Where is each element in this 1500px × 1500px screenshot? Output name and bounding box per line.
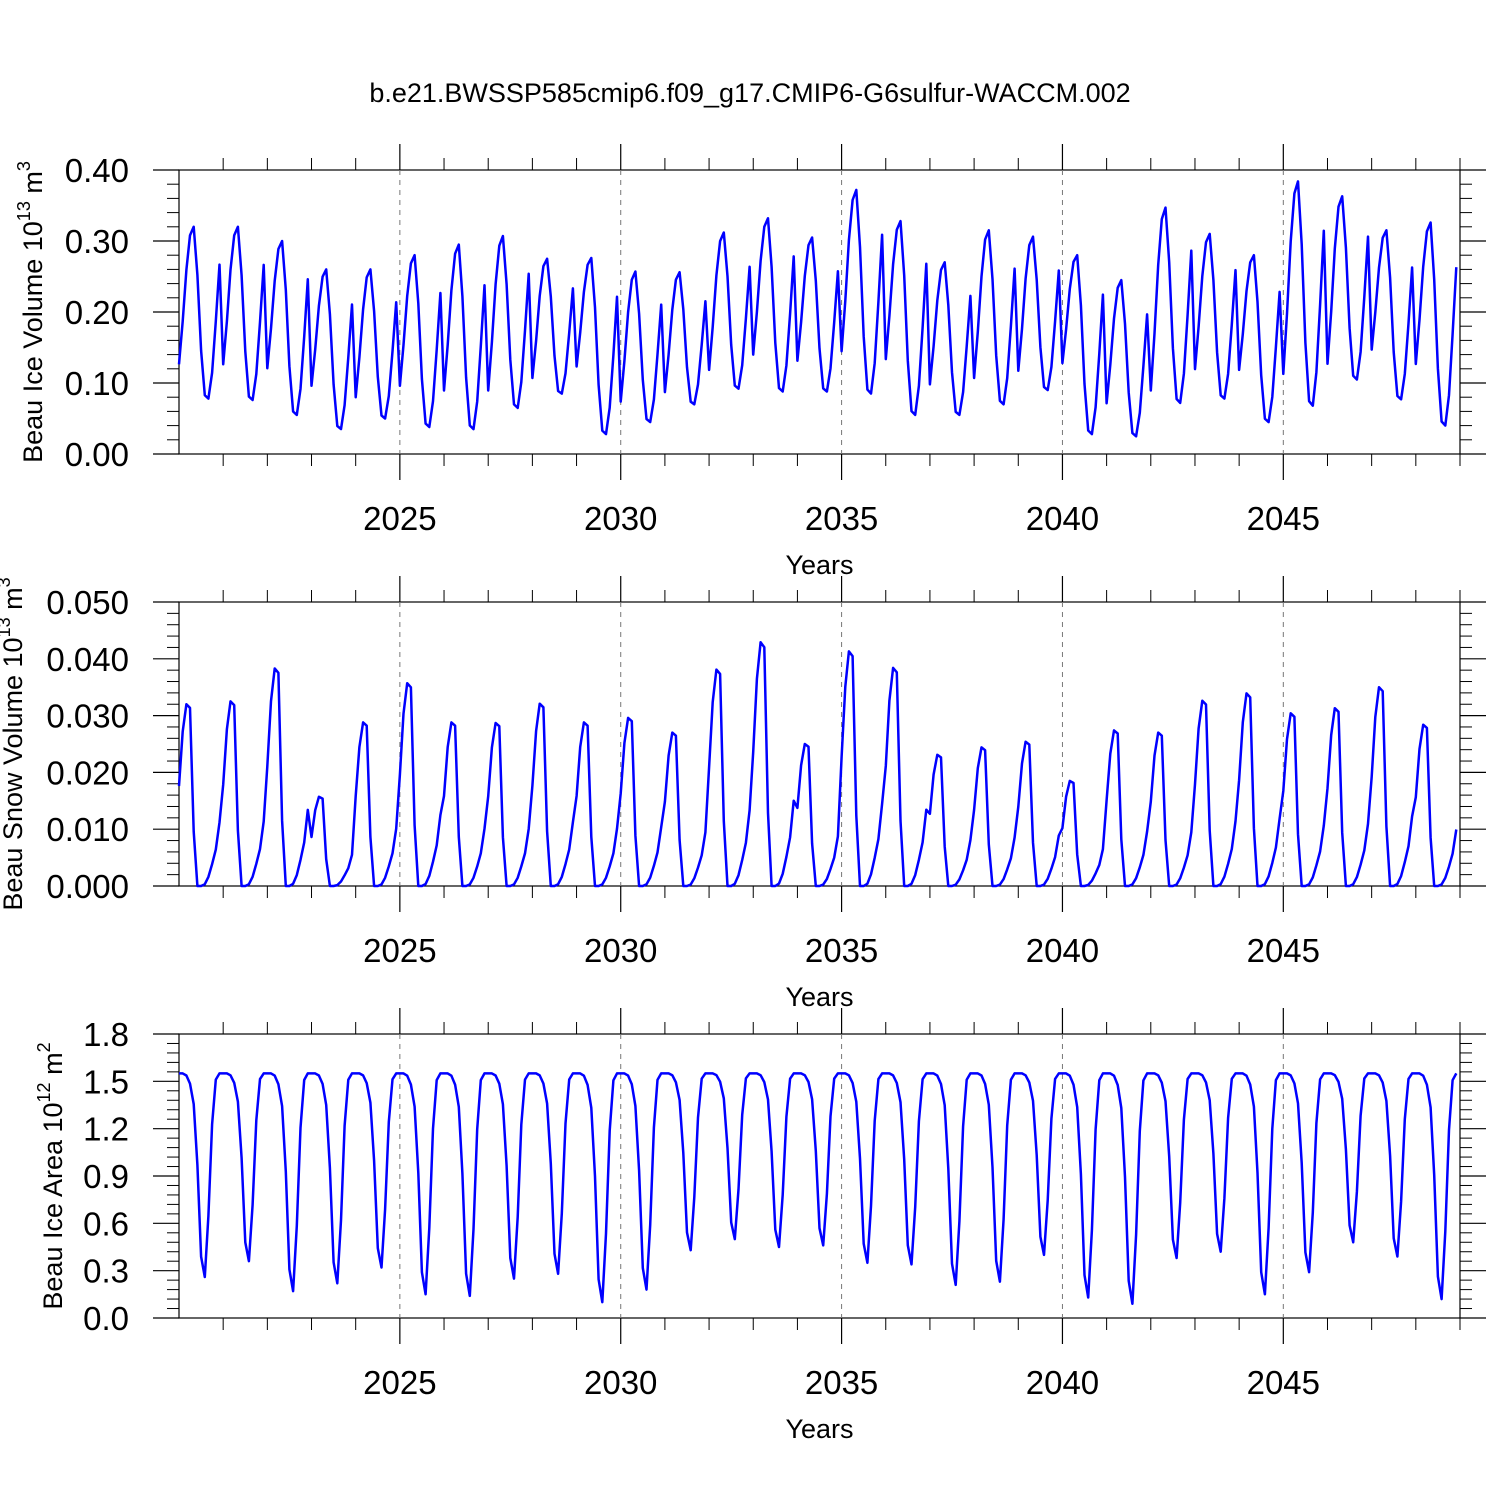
y-tick-label: 0.020: [46, 754, 129, 791]
y-tick-label: 0.00: [65, 436, 129, 473]
series-line: [177, 641, 1458, 888]
y-axis-title: Beau Ice Area 1012 m2: [34, 1042, 68, 1309]
y-axis-title-exp: 12: [34, 1082, 54, 1102]
y-axis-title-unit-exp: 3: [0, 577, 14, 587]
x-tick-label: 2025: [363, 1364, 436, 1401]
x-tick-label: 2025: [363, 500, 436, 537]
y-tick-label: 0.040: [46, 641, 129, 678]
y-axis-title-text: Beau Ice Volume 10: [18, 221, 48, 463]
y-tick-label: 0.050: [46, 584, 129, 621]
x-tick-label: 2040: [1026, 500, 1099, 537]
x-tick-label: 2035: [805, 1364, 878, 1401]
x-tick-label: 2045: [1247, 500, 1320, 537]
y-axis-title: Beau Ice Volume 1013 m3: [14, 161, 48, 463]
series-line: [177, 180, 1458, 438]
y-tick-label: 0.6: [83, 1205, 129, 1242]
x-tick-label: 2035: [805, 932, 878, 969]
y-axis-title-unit: m: [0, 587, 28, 617]
y-tick-label: 1.5: [83, 1063, 129, 1100]
x-tick-label: 2040: [1026, 1364, 1099, 1401]
x-tick-label: 2035: [805, 500, 878, 537]
y-axis-title-text: Beau Ice Area 10: [38, 1102, 68, 1309]
x-tick-label: 2045: [1247, 1364, 1320, 1401]
y-tick-label: 0.030: [46, 698, 129, 735]
x-tick-label: 2030: [584, 1364, 657, 1401]
y-axis-title-unit-exp: 3: [14, 161, 34, 171]
chart-panel-3: 2025 2030 2035 2040 2045 Years 0.0 0.3 0.6 0.9 1.2…: [34, 1008, 1486, 1444]
x-tick-label: 2040: [1026, 932, 1099, 969]
y-tick-label: 0.000: [46, 868, 129, 905]
y-axis-title-unit: m: [38, 1052, 68, 1082]
x-axis-title: Years: [785, 550, 853, 580]
chart-title: b.e21.BWSSP585cmip6.f09_g17.CMIP6-G6sulf…: [369, 78, 1131, 108]
y-axis-title-unit-exp: 2: [34, 1042, 54, 1052]
x-axis-title: Years: [785, 1414, 853, 1444]
y-tick-label: 1.8: [83, 1016, 129, 1053]
y-tick-label: 0.10: [65, 365, 129, 402]
x-axis-title: Years: [785, 982, 853, 1012]
x-tick-label: 2030: [584, 500, 657, 537]
plot-frame: [178, 1033, 1461, 1319]
y-tick-label: 1.2: [83, 1111, 129, 1148]
y-axis-title: Beau Snow Volume 1013 m3: [0, 577, 28, 910]
chart-panel-2: 2025 2030 2035 2040 2045 Years 0.000 0.010 0.020…: [0, 576, 1486, 1012]
y-tick-label: 0.0: [83, 1300, 129, 1337]
series-line: [179, 1072, 1458, 1306]
y-tick-label: 0.9: [83, 1158, 129, 1195]
y-tick-label: 0.40: [65, 152, 129, 189]
y-tick-label: 0.010: [46, 811, 129, 848]
y-axis-title-exp: 13: [14, 201, 34, 221]
x-tick-label: 2030: [584, 932, 657, 969]
y-axis-title-unit: m: [18, 171, 48, 201]
y-tick-label: 0.20: [65, 294, 129, 331]
y-axis-title-exp: 13: [0, 617, 14, 637]
chart-panel-1: 2025 2030 2035 2040 2045 Years 0.00 0.10 0.20 0.3…: [14, 144, 1486, 580]
x-tick-label: 2045: [1247, 932, 1320, 969]
plot-frame: [178, 169, 1461, 455]
x-tick-label: 2025: [363, 932, 436, 969]
y-tick-label: 0.3: [83, 1253, 129, 1290]
y-axis-title-text: Beau Snow Volume 10: [0, 637, 28, 910]
y-tick-label: 0.30: [65, 223, 129, 260]
